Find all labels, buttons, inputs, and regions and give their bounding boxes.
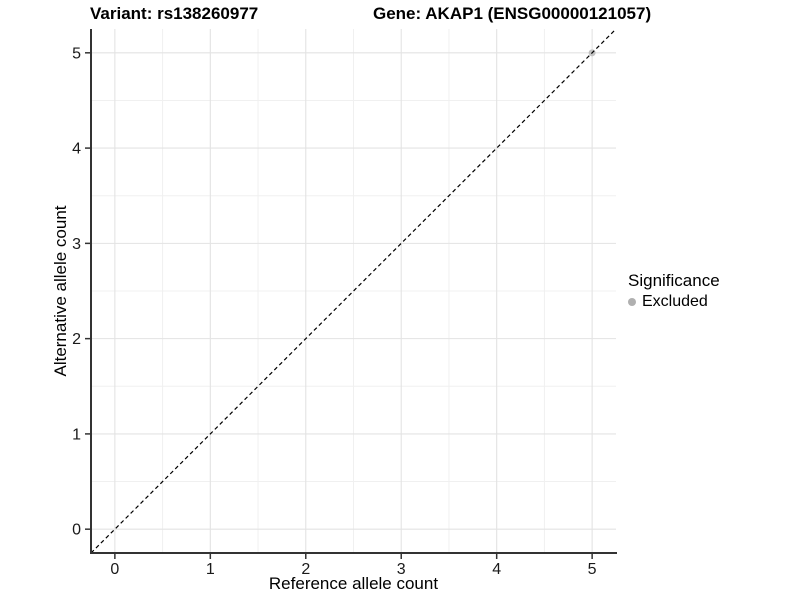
identity-dashed-line (90, 28, 617, 554)
y-tick-label: 2 (72, 331, 81, 348)
y-tick-label: 3 (72, 236, 81, 253)
x-tick-label: 3 (397, 561, 406, 578)
legend: Significance Excluded (628, 271, 720, 311)
y-tick-label: 5 (72, 45, 81, 62)
x-axis-title: Reference allele count (268, 574, 439, 593)
x-tick-label: 2 (301, 561, 310, 578)
excluded-marker-icon (628, 297, 636, 306)
legend-item-label: Excluded (642, 293, 708, 310)
x-tick-label: 0 (110, 561, 119, 578)
x-tick-label: 1 (206, 561, 215, 578)
y-axis-title: Alternative allele count (51, 205, 70, 377)
x-tick-label: 5 (588, 561, 597, 578)
y-tick-label: 1 (72, 426, 81, 443)
y-tick-label: 4 (72, 141, 81, 158)
x-tick-label: 4 (492, 561, 501, 578)
y-tick-label: 0 (72, 522, 81, 539)
plot-title-variant: Variant: rs138260977 (90, 4, 259, 23)
legend-item-excluded: Excluded (628, 292, 720, 311)
plot-title-gene: Gene: AKAP1 (ENSG00000121057) (373, 4, 652, 23)
legend-title: Significance (628, 271, 720, 290)
